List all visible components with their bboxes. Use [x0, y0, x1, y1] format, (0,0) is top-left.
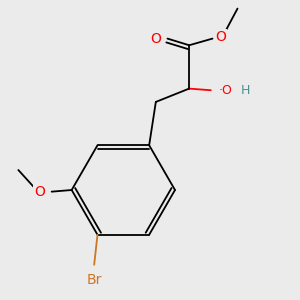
Text: O: O	[215, 30, 226, 44]
Text: Br: Br	[86, 273, 102, 287]
Text: O: O	[150, 32, 161, 46]
Text: O: O	[34, 185, 45, 199]
Text: ·O: ·O	[219, 84, 233, 97]
Text: H: H	[241, 84, 250, 97]
